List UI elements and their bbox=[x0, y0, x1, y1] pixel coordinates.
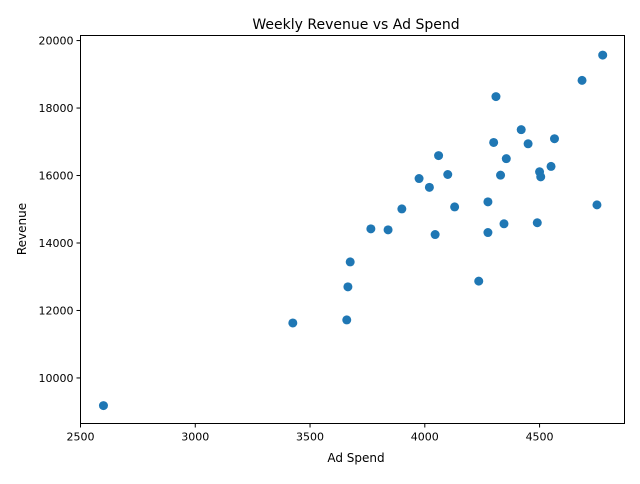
y-tick-label: 12000 bbox=[39, 304, 74, 317]
scatter-point bbox=[592, 200, 602, 210]
y-axis-label: Revenue bbox=[15, 203, 29, 255]
scatter-point bbox=[499, 219, 509, 229]
scatter-point bbox=[516, 125, 526, 135]
scatter-point bbox=[491, 92, 501, 102]
scatter-point bbox=[577, 75, 587, 85]
chart-title: Weekly Revenue vs Ad Spend bbox=[252, 17, 459, 33]
y-tick-label: 14000 bbox=[39, 237, 74, 250]
scatter-point bbox=[598, 50, 608, 60]
axis-ticks: 2500 3000 3500 4000 4500 10000 12000 14000 16000… bbox=[39, 35, 554, 444]
x-tick-label: 2500 bbox=[67, 431, 95, 444]
x-tick-label: 3000 bbox=[181, 431, 209, 444]
scatter-point bbox=[414, 174, 424, 184]
scatter-point bbox=[434, 151, 444, 161]
scatter-point bbox=[397, 204, 407, 214]
scatter-point bbox=[450, 202, 460, 212]
scatter-point bbox=[342, 315, 352, 325]
scatter-point bbox=[546, 161, 556, 171]
scatter-point bbox=[343, 282, 353, 292]
x-tick-label: 3500 bbox=[296, 431, 324, 444]
plot-area-frame bbox=[80, 35, 625, 424]
scatter-point bbox=[532, 218, 542, 228]
scatter-point bbox=[549, 134, 559, 144]
scatter-point bbox=[501, 154, 511, 164]
x-tick-label: 4000 bbox=[411, 431, 439, 444]
y-tick-label: 20000 bbox=[39, 35, 74, 48]
y-tick-label: 10000 bbox=[39, 372, 74, 385]
x-tick-label: 4500 bbox=[526, 431, 554, 444]
data-points bbox=[98, 50, 608, 411]
scatter-point bbox=[345, 257, 355, 267]
x-axis-label: Ad Spend bbox=[327, 451, 384, 465]
scatter-point bbox=[523, 139, 533, 149]
scatter-point bbox=[483, 228, 493, 238]
scatter-point bbox=[366, 224, 376, 234]
scatter-point bbox=[430, 230, 440, 240]
scatter-point bbox=[98, 401, 108, 411]
scatter-point bbox=[424, 182, 434, 192]
y-tick-label: 16000 bbox=[39, 170, 74, 183]
scatter-point bbox=[383, 225, 393, 235]
scatter-point bbox=[536, 172, 546, 182]
scatter-point bbox=[288, 318, 298, 328]
scatter-point bbox=[474, 276, 484, 286]
scatter-point bbox=[483, 197, 493, 207]
scatter-point bbox=[489, 137, 499, 147]
scatter-point bbox=[443, 170, 453, 180]
y-tick-label: 18000 bbox=[39, 102, 74, 115]
scatter-point bbox=[496, 170, 506, 180]
